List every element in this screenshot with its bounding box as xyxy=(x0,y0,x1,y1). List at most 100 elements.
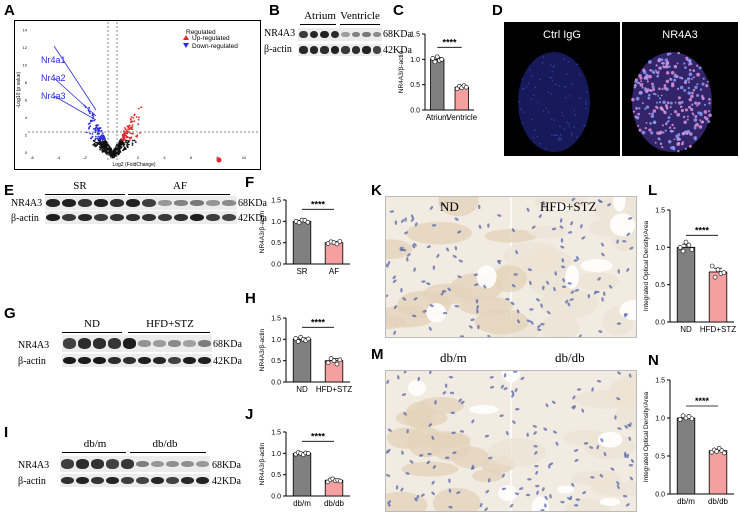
ihc-nucleus xyxy=(406,429,409,434)
bar-ytick-label: 0.5 xyxy=(655,282,665,289)
volcano-point xyxy=(109,148,112,151)
blot-e-group1: SR xyxy=(73,180,87,192)
if-speckle xyxy=(690,77,694,80)
ihc-nucleus xyxy=(561,285,567,289)
bar-ylabel: NR4A3/β-actin xyxy=(398,50,405,93)
gene-line-2 xyxy=(53,77,97,117)
volcano-point xyxy=(131,144,134,146)
gene-line-1 xyxy=(53,45,97,111)
if-speckle xyxy=(648,60,652,64)
if-speckle xyxy=(699,111,703,115)
ihc-nucleus xyxy=(527,268,532,271)
if-speckle xyxy=(693,136,697,140)
blot-band xyxy=(351,46,360,54)
gene-label-nr4a3: Nr4a3 xyxy=(41,91,66,101)
blot-band xyxy=(142,213,156,222)
ihc-k-label-right: HFD+STZ xyxy=(540,199,597,214)
if-speckle xyxy=(585,103,587,105)
if-speckle xyxy=(662,131,665,134)
blot-band xyxy=(94,213,108,222)
if-speckle xyxy=(665,79,670,84)
volcano-point xyxy=(133,120,136,122)
ihc-nucleus xyxy=(575,256,580,260)
volcano-point xyxy=(129,121,132,123)
volcano-point xyxy=(123,148,125,151)
if-speckles xyxy=(519,51,712,153)
if-speckle xyxy=(527,82,530,85)
if-speckle xyxy=(647,93,651,97)
if-speckle xyxy=(676,137,680,141)
if-speckle xyxy=(705,84,709,88)
blot-band xyxy=(61,459,74,469)
ihc-nucleus xyxy=(409,460,414,464)
if-speckle xyxy=(703,103,707,106)
data-point xyxy=(334,361,340,367)
blot-e-nr4a3-strip xyxy=(45,196,237,210)
blot-band xyxy=(330,30,339,39)
volcano-point xyxy=(97,135,100,138)
volcano-point xyxy=(99,136,101,139)
if-speckle xyxy=(676,142,681,146)
volcano-ytick: 0 xyxy=(25,150,28,155)
volcano-point xyxy=(121,134,124,137)
volcano-point xyxy=(91,133,94,135)
ihc-nucleus xyxy=(448,478,451,483)
ihc-nucleus xyxy=(576,388,582,391)
if-speckle xyxy=(551,134,553,136)
if-speckle xyxy=(519,101,521,103)
ihc-nucleus xyxy=(570,290,575,294)
ihc-gap xyxy=(565,265,579,289)
if-speckle xyxy=(659,130,663,135)
if-speckle xyxy=(656,107,659,110)
ihc-nucleus xyxy=(530,320,534,325)
ihc-nucleus xyxy=(559,225,564,229)
volcano-point xyxy=(137,123,140,126)
blot-band xyxy=(166,476,179,485)
volcano-point xyxy=(123,134,126,137)
volcano-ytick: 6 xyxy=(25,98,28,103)
blot-i-row2: β-actin xyxy=(18,476,46,487)
if-speckle xyxy=(707,120,711,124)
ihc-nucleus xyxy=(458,398,462,403)
ihc-nucleus xyxy=(546,310,551,315)
volcano-ytick: 10 xyxy=(23,63,28,68)
if-speckle xyxy=(520,108,522,111)
ihc-fiber xyxy=(488,438,546,467)
if-speckle xyxy=(662,65,665,68)
panel-letter-g: G xyxy=(4,305,16,322)
if-speckle xyxy=(657,94,660,97)
ihc-gap xyxy=(613,197,626,212)
volcano-point xyxy=(109,151,111,153)
if-speckle xyxy=(697,101,701,105)
ihc-nucleus xyxy=(429,371,432,375)
ihc-nucleus xyxy=(411,214,414,219)
ihc-nucleus xyxy=(515,250,519,255)
if-speckle xyxy=(688,97,693,102)
ihc-nucleus xyxy=(386,263,389,268)
ihc-nucleus xyxy=(449,391,455,395)
ihc-nucleus xyxy=(591,387,594,392)
ihc-nucleus xyxy=(535,484,540,488)
ihc-nucleus xyxy=(531,225,536,229)
if-speckle xyxy=(570,83,573,85)
panel-letter-h: H xyxy=(245,290,256,307)
volcano-point xyxy=(104,145,107,147)
ihc-nucleus xyxy=(536,490,539,495)
if-speckle xyxy=(557,139,560,142)
volcano-point xyxy=(140,106,143,109)
ihc-nucleus xyxy=(616,322,622,325)
if-speckle xyxy=(666,65,670,69)
data-point xyxy=(337,239,343,244)
blot-band xyxy=(174,213,188,222)
panel-letter-b: B xyxy=(269,2,280,19)
ihc-nucleus xyxy=(525,493,531,497)
ihc-nucleus xyxy=(562,278,565,283)
blot-band xyxy=(309,30,318,39)
if-speckle xyxy=(660,94,663,97)
significance-stars: **** xyxy=(695,396,710,406)
blot-band xyxy=(174,200,188,206)
if-speckle xyxy=(545,107,547,110)
ihc-nucleus xyxy=(405,472,410,475)
if-speckle xyxy=(701,94,704,98)
volcano-point xyxy=(130,126,133,129)
